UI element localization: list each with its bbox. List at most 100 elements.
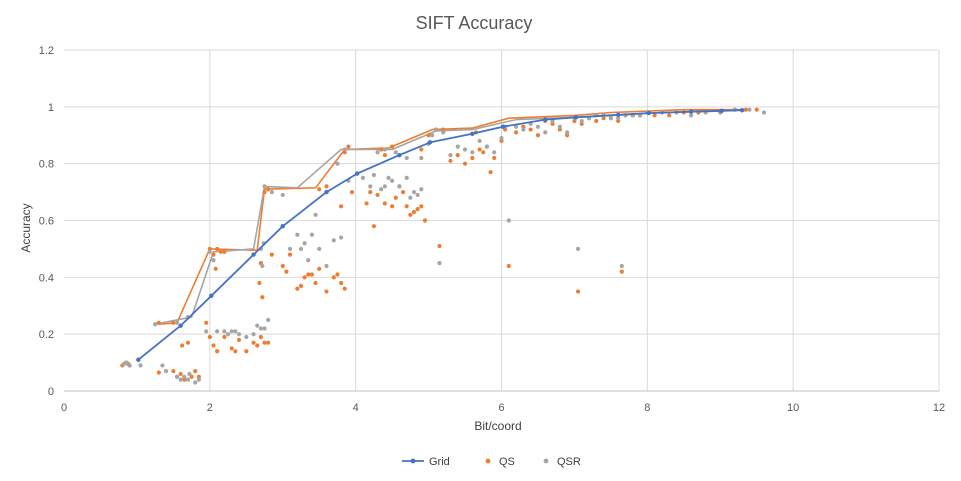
data-point — [619, 263, 624, 269]
data-point — [156, 370, 161, 375]
data-point — [646, 110, 651, 116]
series-grid — [136, 108, 745, 362]
data-point — [160, 363, 165, 368]
data-point — [244, 349, 249, 354]
data-point — [747, 107, 752, 112]
data-point — [499, 135, 504, 141]
data-point — [229, 329, 234, 334]
data-point — [196, 377, 201, 382]
y-tick-label: 0.2 — [39, 329, 54, 341]
data-point — [513, 124, 519, 129]
y-tick-label: 0 — [48, 386, 54, 398]
data-point — [124, 360, 129, 365]
data-point — [652, 113, 657, 118]
data-point — [255, 323, 260, 328]
data-point — [236, 332, 242, 337]
data-point — [470, 131, 475, 137]
data-point — [138, 363, 143, 368]
data-point — [338, 235, 344, 240]
data-point — [153, 322, 158, 327]
data-point — [397, 152, 402, 158]
data-point — [262, 184, 267, 189]
data-point — [349, 189, 355, 195]
series — [120, 107, 767, 385]
data-point — [287, 246, 293, 252]
data-point — [193, 380, 198, 385]
data-point — [393, 195, 398, 200]
data-point — [368, 184, 373, 189]
x-axis-title: Bit/coord — [474, 419, 521, 433]
data-point — [404, 155, 409, 161]
data-point — [616, 116, 621, 121]
data-point — [477, 138, 482, 144]
data-point — [739, 108, 745, 113]
axes: 0 2 4 6 8 10 12 0 0.2 0.4 0.6 0.8 1 1.2 — [39, 45, 945, 414]
data-point — [178, 323, 183, 328]
data-point — [251, 340, 256, 345]
y-tick-label: 1.2 — [39, 45, 54, 57]
series-qsr — [121, 107, 767, 385]
data-point — [215, 349, 220, 354]
data-point — [174, 320, 180, 325]
data-point — [266, 187, 271, 192]
data-point — [382, 201, 387, 206]
data-point — [404, 204, 409, 209]
data-point — [213, 266, 218, 271]
data-point — [331, 275, 336, 280]
data-point — [448, 158, 453, 163]
legend-label: QSR — [557, 456, 581, 468]
data-point — [360, 175, 366, 180]
data-point — [506, 263, 511, 269]
data-point — [354, 171, 360, 176]
x-tick-label: 6 — [498, 402, 504, 414]
data-point — [204, 329, 209, 334]
data-point — [594, 118, 599, 124]
data-point — [411, 189, 417, 195]
data-point — [280, 223, 285, 229]
data-point — [335, 272, 340, 277]
data-point — [302, 241, 307, 246]
data-point — [209, 293, 214, 299]
data-point — [382, 153, 387, 158]
data-point — [262, 189, 267, 195]
data-point — [375, 150, 380, 155]
data-point — [233, 349, 238, 354]
data-point — [218, 249, 223, 254]
data-point — [309, 272, 315, 277]
data-point — [258, 334, 263, 340]
data-point — [171, 320, 176, 325]
x-tick-label: 8 — [644, 402, 650, 414]
data-point — [215, 246, 220, 252]
data-point — [441, 130, 446, 135]
data-point — [255, 343, 260, 348]
data-point — [535, 133, 541, 138]
series-envelope-ED7D31 — [158, 108, 743, 325]
data-point — [379, 187, 384, 192]
data-point — [535, 124, 541, 129]
chart-title: SIFT Accuracy — [416, 13, 533, 33]
data-point — [207, 334, 212, 340]
data-point — [427, 140, 433, 145]
data-point — [306, 258, 311, 263]
data-point — [608, 116, 613, 121]
data-point — [543, 130, 548, 135]
data-point — [437, 243, 442, 249]
data-point — [688, 113, 694, 118]
data-point — [488, 170, 493, 175]
data-point — [222, 249, 227, 254]
data-point — [229, 346, 234, 351]
data-point — [371, 172, 376, 178]
data-point — [382, 184, 387, 189]
data-point — [187, 371, 192, 377]
data-point — [477, 147, 482, 152]
legend-label: QS — [499, 456, 515, 468]
data-point — [233, 329, 238, 334]
data-point — [185, 377, 191, 382]
legend-label: Grid — [429, 456, 450, 468]
data-point — [437, 261, 442, 266]
data-point — [557, 124, 562, 129]
data-point — [528, 127, 533, 132]
data-point — [492, 150, 497, 155]
data-point — [455, 153, 460, 158]
